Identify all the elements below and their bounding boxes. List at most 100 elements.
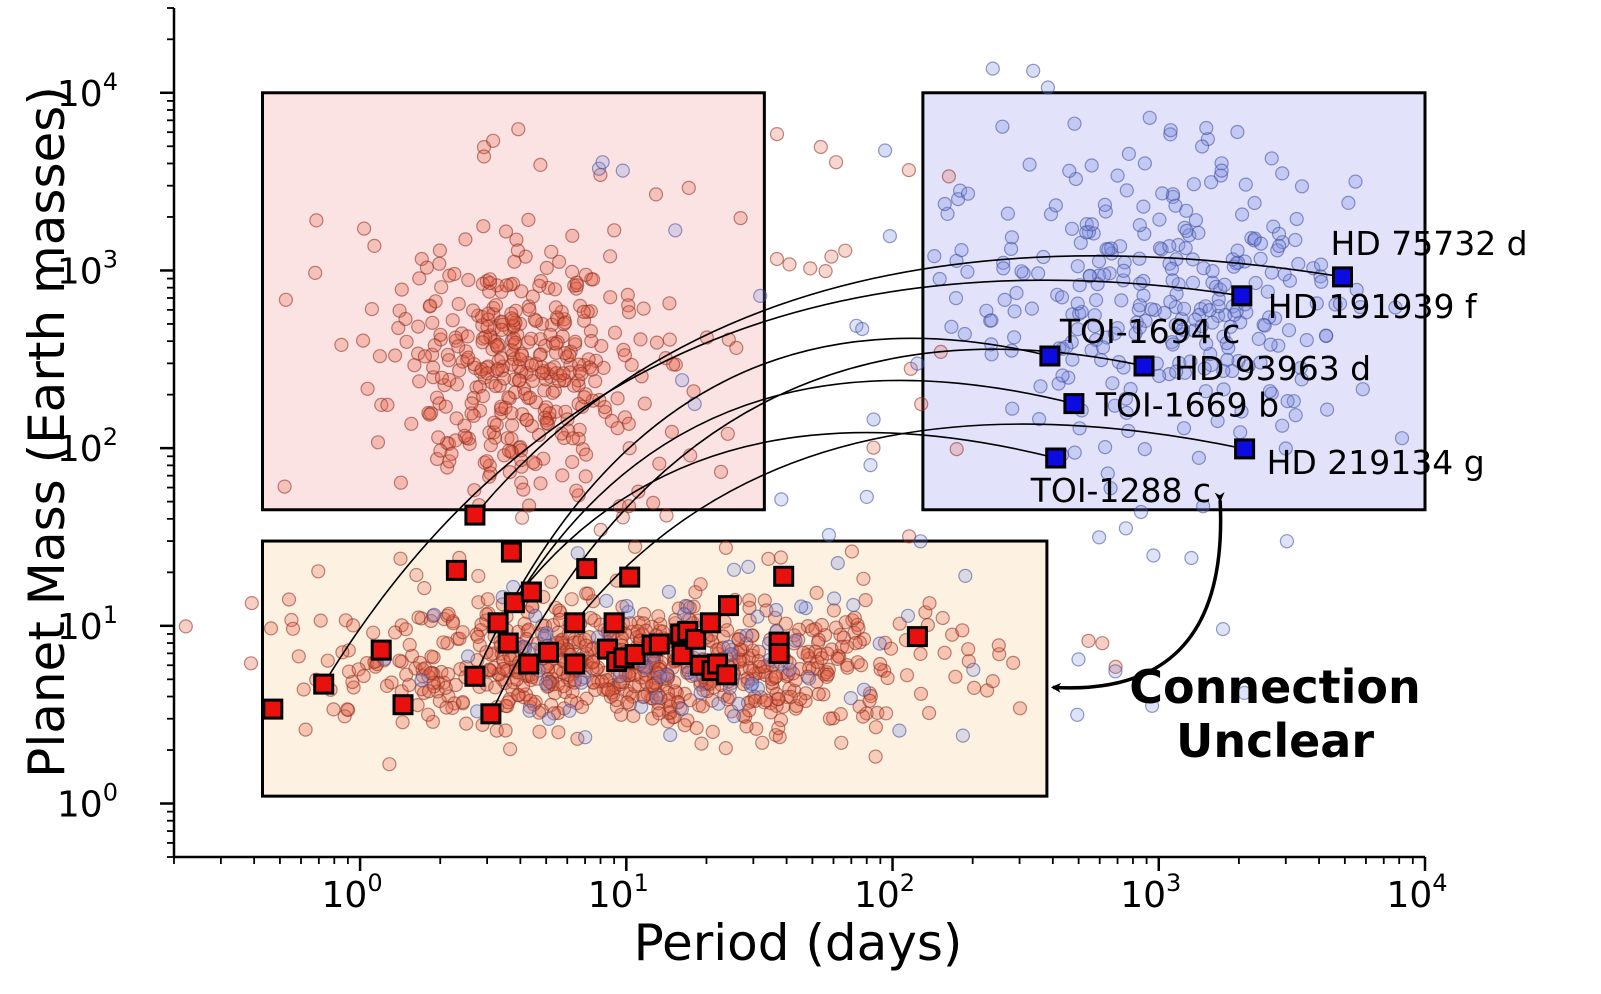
annotation-text: Unclear xyxy=(1176,714,1374,768)
scatter-point xyxy=(789,698,804,714)
scatter-point xyxy=(425,714,440,729)
scatter-point xyxy=(486,307,501,322)
scatter-point xyxy=(830,555,845,571)
scatter-point xyxy=(382,757,397,772)
scatter-point xyxy=(687,396,702,412)
scatter-point xyxy=(445,313,460,328)
scatter-point xyxy=(811,686,826,702)
scatter-point xyxy=(1211,299,1226,314)
outer-planet-marker xyxy=(1039,345,1061,367)
scatter-point xyxy=(817,667,832,682)
scatter-point xyxy=(565,431,581,446)
scatter-point xyxy=(489,338,504,353)
scatter-point xyxy=(580,304,595,319)
scatter-point xyxy=(826,603,842,618)
scatter-point xyxy=(399,334,414,349)
scatter-point xyxy=(433,327,448,342)
scatter-point xyxy=(1348,174,1363,189)
scatter-point xyxy=(1074,304,1089,320)
scatter-point xyxy=(561,423,576,438)
scatter-point xyxy=(718,740,733,756)
scatter-point xyxy=(856,571,871,586)
scatter-point xyxy=(460,649,476,664)
scatter-point xyxy=(1199,120,1214,136)
scatter-point xyxy=(602,249,618,264)
scatter-point xyxy=(1185,275,1201,290)
scatter-point xyxy=(1176,421,1192,436)
scatter-point xyxy=(309,213,324,228)
scatter-point xyxy=(380,397,395,412)
scatter-point xyxy=(1237,685,1252,701)
scatter-point xyxy=(1196,261,1211,276)
scatter-point xyxy=(1257,318,1272,333)
inner-planet-marker xyxy=(370,639,392,661)
scatter-point xyxy=(1004,343,1019,358)
inner-planet-marker xyxy=(619,566,641,588)
scatter-point xyxy=(1168,317,1183,332)
scatter-point xyxy=(601,682,616,698)
scatter-point xyxy=(482,469,497,484)
scatter-point xyxy=(544,244,559,259)
scatter-point xyxy=(1204,358,1219,373)
y-tick-label: 104 xyxy=(57,68,118,115)
scatter-point xyxy=(1095,636,1110,651)
scatter-point xyxy=(1026,63,1041,78)
scatter-point xyxy=(578,267,594,282)
scatter-point xyxy=(1194,319,1209,334)
scatter-point xyxy=(421,684,437,699)
scatter-point xyxy=(769,127,785,142)
scatter-point xyxy=(610,391,625,406)
inner-planet-marker xyxy=(487,612,509,634)
scatter-point xyxy=(523,693,538,708)
scatter-point xyxy=(1328,297,1343,312)
scatter-point xyxy=(848,635,863,651)
scatter-point xyxy=(651,609,666,624)
scatter-point xyxy=(739,628,754,643)
scatter-point xyxy=(1215,621,1231,637)
scatter-point xyxy=(514,348,530,363)
scatter-point xyxy=(1214,156,1229,171)
scatter-point xyxy=(489,417,504,433)
scatter-point xyxy=(1155,186,1170,201)
outer-planet-marker xyxy=(1332,266,1353,288)
scatter-point xyxy=(441,666,456,682)
inner-planet-marker xyxy=(716,664,738,686)
scatter-point xyxy=(818,264,833,279)
scatter-point xyxy=(1152,212,1167,227)
scatter-point xyxy=(398,622,413,637)
scatter-point xyxy=(508,335,523,350)
scatter-point xyxy=(1191,450,1207,465)
scatter-point xyxy=(677,718,692,733)
connection-curve xyxy=(323,279,1242,685)
scatter-point xyxy=(862,693,877,708)
scatter-point xyxy=(820,667,836,682)
scatter-point xyxy=(944,319,959,334)
scatter-point xyxy=(720,426,735,441)
scatter-point xyxy=(504,311,519,326)
scatter-point xyxy=(475,335,490,350)
scatter-point xyxy=(419,260,434,275)
scatter-point xyxy=(948,669,963,684)
scatter-point xyxy=(538,676,554,691)
scatter-point xyxy=(852,635,867,650)
scatter-point xyxy=(393,551,408,566)
scatter-point xyxy=(1194,139,1210,154)
scatter-point xyxy=(768,602,784,618)
scatter-point xyxy=(1000,206,1016,221)
scatter-point xyxy=(1216,382,1231,397)
scatter-point xyxy=(578,638,594,653)
inner-planet-marker xyxy=(520,581,542,603)
scatter-point xyxy=(548,336,564,351)
scatter-point xyxy=(544,697,559,713)
scatter-point xyxy=(957,326,972,342)
scatter-point xyxy=(662,332,677,347)
scatter-point xyxy=(1238,177,1253,192)
x-axis-label: Period (days) xyxy=(634,914,963,972)
scatter-point xyxy=(564,264,580,279)
scatter-point xyxy=(1264,151,1279,166)
scatter-point xyxy=(411,610,426,625)
scatter-point xyxy=(1313,257,1329,272)
scatter-point xyxy=(949,442,964,457)
scatter-point xyxy=(522,302,537,317)
scatter-point xyxy=(899,668,915,683)
